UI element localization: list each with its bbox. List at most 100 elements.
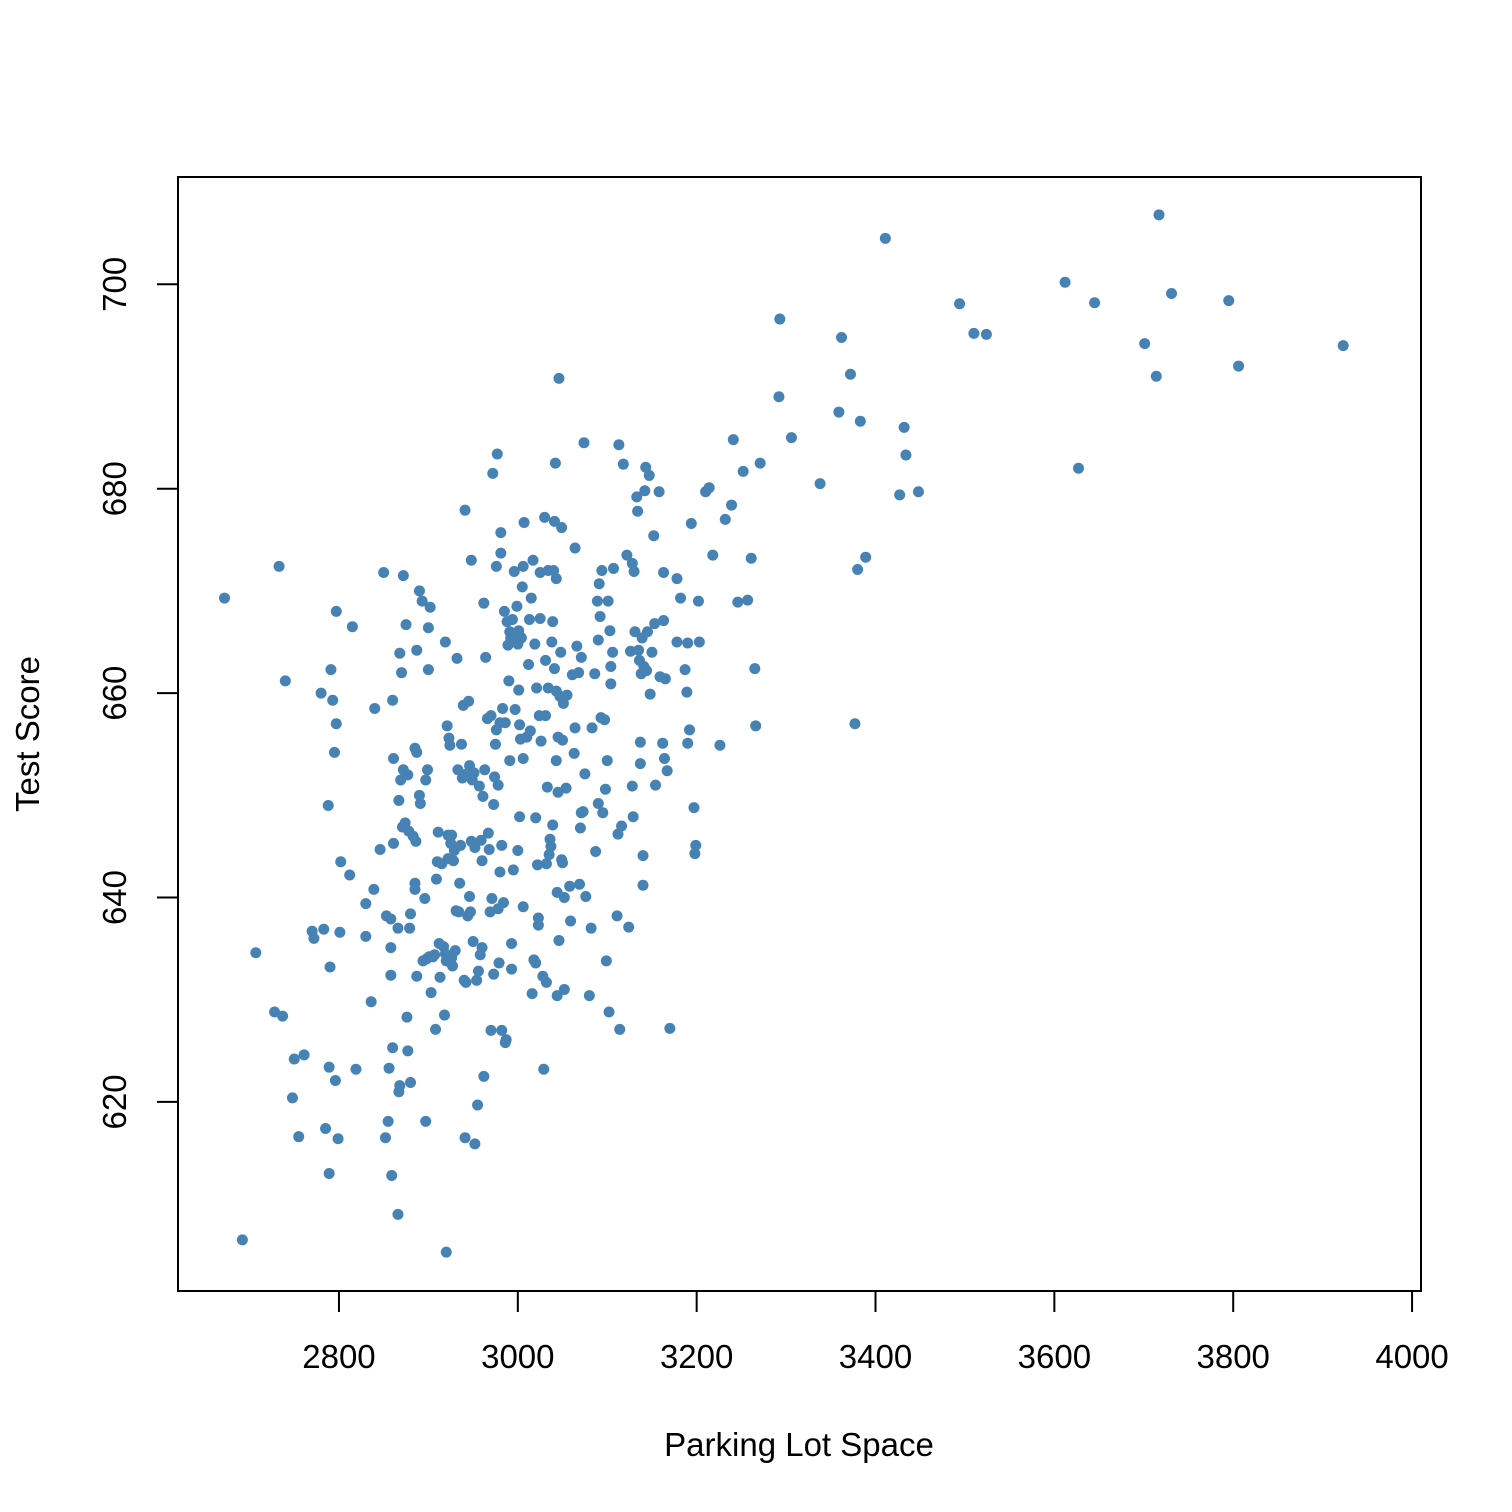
data-point	[648, 530, 660, 542]
data-point	[692, 595, 704, 607]
data-point	[540, 976, 552, 988]
data-point	[219, 592, 231, 604]
data-point	[605, 678, 617, 690]
data-point	[749, 663, 761, 675]
data-point	[322, 800, 334, 812]
x-axis: 2800 3000 3200 3400 3600 3800 4000	[302, 1290, 1449, 1375]
data-point	[575, 651, 587, 663]
data-point	[611, 910, 623, 922]
data-point	[658, 615, 670, 627]
data-point	[773, 391, 785, 403]
data-point	[540, 654, 552, 666]
data-point	[682, 737, 694, 749]
data-point	[650, 779, 662, 791]
data-point	[493, 957, 505, 969]
data-point	[393, 794, 405, 806]
data-point	[590, 846, 602, 858]
y-tick-label: 640	[96, 870, 133, 925]
data-point	[1233, 360, 1245, 372]
data-point	[360, 930, 372, 942]
data-point	[531, 859, 543, 871]
data-point	[491, 448, 503, 460]
data-point	[514, 811, 526, 823]
data-point	[378, 567, 390, 579]
data-point	[540, 710, 552, 722]
data-point	[637, 850, 649, 862]
data-point	[430, 1023, 442, 1035]
data-point	[236, 1234, 248, 1246]
data-point	[273, 560, 285, 572]
data-point	[646, 646, 658, 658]
data-point	[649, 618, 661, 630]
data-point	[469, 1138, 481, 1150]
data-point	[577, 806, 589, 818]
data-point	[879, 232, 891, 244]
data-point	[329, 1074, 341, 1086]
data-point	[550, 755, 562, 767]
data-point	[627, 811, 639, 823]
data-point	[394, 1080, 406, 1092]
data-point	[631, 491, 643, 503]
data-point	[571, 640, 583, 652]
data-point	[335, 856, 347, 868]
data-point	[634, 758, 646, 770]
data-point	[980, 328, 992, 340]
data-point	[900, 449, 912, 461]
data-point	[599, 714, 611, 726]
data-point	[444, 739, 456, 751]
data-point	[593, 578, 605, 590]
data-point	[464, 906, 476, 918]
x-tick-label: 3800	[1196, 1338, 1269, 1375]
data-point	[503, 675, 515, 687]
data-point	[742, 594, 754, 606]
data-point	[512, 845, 524, 857]
data-point	[411, 970, 423, 982]
data-point	[397, 570, 409, 582]
data-point	[509, 703, 521, 715]
data-point	[548, 663, 560, 675]
data-point	[506, 938, 518, 950]
data-point	[487, 467, 499, 479]
data-point	[854, 415, 866, 427]
data-point	[504, 755, 516, 767]
data-point	[413, 789, 425, 801]
data-point	[414, 797, 426, 809]
data-point	[634, 736, 646, 748]
data-point	[628, 565, 640, 577]
data-point	[473, 780, 485, 792]
data-point	[607, 562, 619, 574]
data-point	[553, 934, 565, 946]
data-point	[327, 694, 339, 706]
data-point	[517, 753, 529, 765]
data-point	[527, 554, 539, 566]
data-point	[549, 457, 561, 469]
data-point	[413, 585, 425, 597]
data-point	[496, 1024, 508, 1036]
data-point	[689, 848, 701, 860]
data-point	[400, 619, 412, 631]
data-point	[517, 901, 529, 913]
data-point	[490, 560, 502, 572]
data-point	[586, 722, 598, 734]
data-point	[682, 637, 694, 649]
data-point	[288, 1053, 300, 1065]
data-point	[679, 664, 691, 676]
data-point	[330, 718, 342, 730]
data-point	[409, 877, 421, 889]
data-point	[546, 636, 558, 648]
data-point	[388, 753, 400, 765]
data-point	[488, 968, 500, 980]
data-point	[387, 694, 399, 706]
data-point	[523, 614, 535, 626]
data-point	[513, 684, 525, 696]
y-axis-label: Test Score	[9, 656, 46, 812]
data-point	[557, 857, 569, 869]
data-point	[690, 839, 702, 851]
data-point	[432, 826, 444, 838]
data-point	[441, 720, 453, 732]
data-point	[495, 527, 507, 539]
data-point	[594, 610, 606, 622]
data-point	[1059, 276, 1071, 288]
y-axis: 620 640 660 680 700	[96, 257, 179, 1129]
